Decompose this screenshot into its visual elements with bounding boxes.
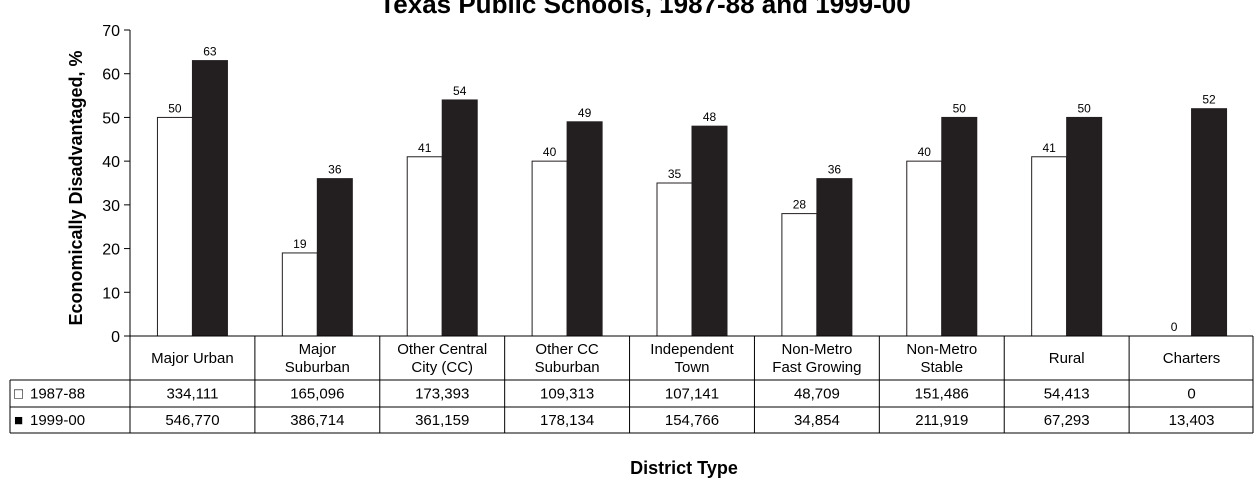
bar-series2 bbox=[316, 178, 353, 337]
category-label: Rural bbox=[1049, 350, 1085, 367]
bar-series2 bbox=[441, 99, 478, 337]
bar-value-label: 35 bbox=[668, 167, 682, 181]
chart-title: Texas Public Schools, 1987-88 and 1999-0… bbox=[379, 0, 910, 19]
y-tick-label: 30 bbox=[102, 198, 120, 215]
bar-value-label: 19 bbox=[293, 237, 307, 251]
table-cell: 154,766 bbox=[665, 412, 719, 429]
bar-value-label: 50 bbox=[168, 101, 182, 115]
axes: 0 10 20 30 40 50 60 70 bbox=[102, 23, 131, 346]
bar-value-label: 49 bbox=[578, 106, 592, 120]
table-cell: 34,854 bbox=[794, 412, 840, 429]
y-axis-label: Economically Disadvantaged, % bbox=[66, 50, 86, 325]
table-cell: 546,770 bbox=[165, 412, 219, 429]
bar-series1 bbox=[531, 160, 568, 337]
table-cell: 13,403 bbox=[1169, 412, 1215, 429]
legend-symbol: ■ bbox=[14, 412, 23, 429]
bar-series2 bbox=[941, 116, 978, 337]
table-cell: 361,159 bbox=[415, 412, 469, 429]
bar-series2 bbox=[191, 60, 228, 337]
bar-value-label: 28 bbox=[793, 198, 807, 212]
bar-value-label: 50 bbox=[953, 101, 967, 115]
bar-series1 bbox=[406, 156, 443, 337]
table-cell: 54,413 bbox=[1044, 386, 1090, 403]
category-label: Other Central bbox=[397, 341, 487, 358]
bar-value-label: 54 bbox=[453, 84, 467, 98]
bar-series1 bbox=[281, 252, 318, 337]
category-label: Independent bbox=[650, 341, 734, 358]
category-label: City (CC) bbox=[411, 359, 473, 376]
table-cell: 0 bbox=[1187, 386, 1195, 403]
bar-series2 bbox=[1191, 108, 1228, 337]
category-label: Fast Growing bbox=[772, 359, 861, 376]
bar-value-label: 63 bbox=[203, 45, 217, 59]
legend-entry: 1999-00 bbox=[30, 412, 85, 429]
y-tick-label: 20 bbox=[102, 242, 120, 259]
y-tick-label: 0 bbox=[111, 329, 120, 346]
table-cell: 107,141 bbox=[665, 386, 719, 403]
bar-value-label: 40 bbox=[543, 145, 557, 159]
bar-series2 bbox=[691, 125, 728, 337]
bar-value-label: 52 bbox=[1202, 93, 1216, 107]
category-label: Town bbox=[674, 359, 709, 376]
bar-value-label: 40 bbox=[918, 145, 932, 159]
category-label: Stable bbox=[921, 359, 964, 376]
bar-series1 bbox=[906, 160, 943, 337]
y-tick-label: 60 bbox=[102, 67, 120, 84]
bar-series1 bbox=[156, 116, 193, 337]
bar-value-label: 41 bbox=[418, 141, 432, 155]
bar-series1 bbox=[781, 213, 818, 337]
table-cell: 211,919 bbox=[915, 412, 968, 429]
x-axis-label: District Type bbox=[630, 458, 738, 478]
bar-series2 bbox=[1066, 116, 1103, 337]
legend-entry: 1987-88 bbox=[30, 386, 85, 403]
bar-value-label: 36 bbox=[328, 163, 342, 177]
category-label: Suburban bbox=[285, 359, 350, 376]
bar-series1 bbox=[656, 182, 693, 337]
bar-series2 bbox=[816, 178, 853, 337]
bar-value-label: 36 bbox=[828, 163, 842, 177]
category-label: Major bbox=[299, 341, 337, 358]
category-label: Suburban bbox=[535, 359, 600, 376]
bar-value-label: 41 bbox=[1042, 141, 1056, 155]
bar-value-label: 50 bbox=[1077, 101, 1091, 115]
category-label: Major Urban bbox=[151, 350, 234, 367]
y-tick-label: 40 bbox=[102, 154, 120, 171]
category-label: Other CC bbox=[535, 341, 599, 358]
table-cell: 165,096 bbox=[290, 386, 344, 403]
table-cell: 67,293 bbox=[1044, 412, 1090, 429]
y-tick-label: 10 bbox=[102, 285, 120, 302]
table-cell: 386,714 bbox=[290, 412, 344, 429]
y-tick-label: 50 bbox=[102, 110, 120, 127]
table-cell: 48,709 bbox=[794, 386, 840, 403]
table-cell: 151,486 bbox=[915, 386, 969, 403]
bars: 50 63 19 36 41 54 40 49 35 48 28 36 40 50 41 50 0 52 bbox=[156, 45, 1228, 337]
category-label: Non-Metro bbox=[781, 341, 852, 358]
bar-value-label: 48 bbox=[703, 110, 717, 124]
y-tick-label: 70 bbox=[102, 23, 120, 40]
category-label: Non-Metro bbox=[906, 341, 977, 358]
bar-value-label: 0 bbox=[1171, 320, 1178, 334]
legend-symbol: □ bbox=[14, 386, 23, 403]
table-cell: 178,134 bbox=[540, 412, 594, 429]
category-label: Charters bbox=[1163, 350, 1221, 367]
table-cell: 109,313 bbox=[540, 386, 594, 403]
table-cell: 334,111 bbox=[166, 386, 218, 403]
bar-series2 bbox=[566, 121, 603, 337]
table-cell: 173,393 bbox=[415, 386, 469, 403]
bar-series1 bbox=[1031, 156, 1068, 337]
